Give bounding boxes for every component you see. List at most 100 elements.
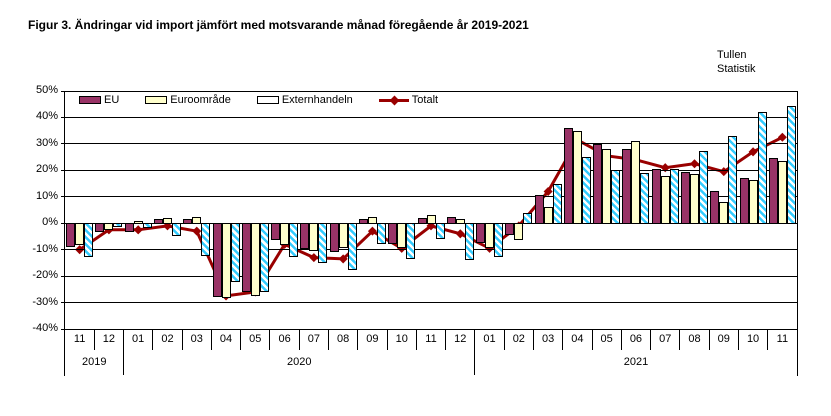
month-separator [532, 329, 534, 350]
bar-externhandeln-4 [201, 223, 211, 256]
bar-euroområde-23 [748, 179, 758, 225]
bar-euroområde-17 [572, 130, 582, 225]
year-label-2021: 2021 [623, 356, 649, 368]
month-label-6: 05 [249, 333, 262, 345]
x-axis-band: 11 12 01 02 03 04 05 06 07 08 09 10 11 12 01 02 03 04 05 06… [65, 329, 797, 377]
y-axis-tick [61, 249, 65, 251]
bar-euroområde-22 [719, 202, 729, 225]
bar-externhandeln-8 [318, 223, 328, 263]
legend-label-eu: EU [104, 94, 120, 106]
bar-euroområde-11 [397, 223, 407, 249]
bar-euroområde-6 [250, 223, 260, 296]
month-separator [328, 329, 330, 350]
bar-euroområde-2 [133, 220, 143, 225]
bar-euroområde-18 [602, 149, 612, 225]
y-axis-label: -30% [32, 295, 58, 308]
month-separator [93, 329, 95, 350]
month-separator [591, 329, 593, 350]
y-axis-label: 30% [35, 136, 58, 149]
month-label-0: 11 [73, 333, 86, 345]
bar-eu-3 [153, 219, 163, 225]
bar-eu-14 [476, 223, 486, 243]
legend-item-externhandeln: Externhandeln [256, 94, 353, 106]
plot-right-border [797, 91, 798, 376]
y-axis-label: 10% [35, 189, 58, 202]
month-separator [679, 329, 681, 350]
bar-externhandeln-11 [406, 223, 416, 259]
bar-externhandeln-18 [611, 170, 621, 225]
bar-externhandeln-13 [464, 223, 474, 260]
bar-eu-17 [563, 128, 573, 225]
legend-swatch-euroområde [145, 96, 168, 104]
y-axis-tick [61, 169, 65, 171]
month-separator [503, 329, 505, 350]
legend-label-euroområde: Euroområde [170, 94, 231, 106]
bar-externhandeln-10 [376, 223, 386, 245]
y-axis-label: 50% [35, 84, 58, 96]
bar-eu-1 [95, 223, 105, 233]
bar-eu-15 [505, 223, 515, 235]
gridline-40% [65, 116, 797, 118]
gridline-30% [65, 143, 797, 145]
legend-item-euroområde: Euroområde [145, 94, 231, 106]
year-label-2020: 2020 [286, 356, 312, 368]
gridline--40% [65, 328, 797, 330]
figure-title: Figur 3. Ändringar vid import jämfört me… [28, 18, 529, 32]
legend-swatch-externhandeln [256, 96, 279, 104]
bar-euroområde-24 [777, 161, 787, 225]
gridline--20% [65, 275, 797, 277]
bar-eu-13 [446, 216, 456, 225]
bar-eu-16 [534, 195, 544, 225]
year-separator [474, 329, 476, 375]
totalt-marker-4 [192, 226, 202, 236]
bar-eu-0 [66, 223, 76, 247]
chart-legend: EU Euroområde Externhandeln Totalt [79, 94, 438, 106]
month-separator [210, 329, 212, 350]
bar-euroområde-15 [514, 223, 524, 241]
bar-euroområde-9 [338, 223, 348, 249]
gridline-20% [65, 169, 797, 171]
bar-externhandeln-16 [552, 183, 562, 225]
month-label-23: 10 [746, 333, 760, 345]
month-label-22: 09 [717, 333, 730, 345]
bar-externhandeln-20 [669, 169, 679, 225]
month-label-9: 08 [337, 333, 350, 345]
month-label-18: 05 [600, 333, 613, 345]
bar-eu-21 [681, 171, 691, 225]
month-label-3: 02 [161, 333, 174, 345]
bar-eu-22 [710, 191, 720, 225]
bar-euroområde-5 [221, 223, 231, 299]
bar-euroområde-8 [309, 223, 319, 251]
month-separator [737, 329, 739, 350]
y-axis-label: -40% [32, 322, 58, 334]
bar-externhandeln-12 [435, 223, 445, 239]
bar-externhandeln-22 [728, 135, 738, 225]
month-label-21: 08 [688, 333, 701, 345]
month-label-19: 06 [629, 333, 643, 345]
bar-externhandeln-7 [289, 223, 299, 258]
y-axis-label: 40% [35, 110, 58, 123]
bar-externhandeln-23 [757, 112, 767, 225]
bar-euroområde-0 [75, 223, 85, 246]
bar-eu-4 [183, 219, 193, 225]
bar-externhandeln-0 [84, 223, 94, 258]
month-label-5: 04 [219, 333, 233, 345]
bar-eu-24 [768, 158, 778, 225]
gridline--10% [65, 249, 797, 251]
month-label-20: 07 [659, 333, 672, 345]
bar-eu-23 [739, 178, 749, 225]
month-label-4: 03 [190, 333, 203, 345]
bar-externhandeln-9 [347, 223, 357, 271]
month-label-16: 03 [541, 333, 555, 345]
month-separator [767, 329, 769, 350]
y-axis-label: 20% [35, 163, 58, 176]
bar-externhandeln-17 [581, 157, 591, 225]
month-separator [650, 329, 652, 350]
month-label-10: 09 [366, 333, 379, 345]
totalt-marker-20 [660, 163, 670, 173]
bar-externhandeln-3 [171, 223, 181, 237]
month-separator [620, 329, 622, 350]
bar-euroområde-10 [367, 216, 377, 225]
legend-label-totalt: Totalt [411, 94, 439, 106]
